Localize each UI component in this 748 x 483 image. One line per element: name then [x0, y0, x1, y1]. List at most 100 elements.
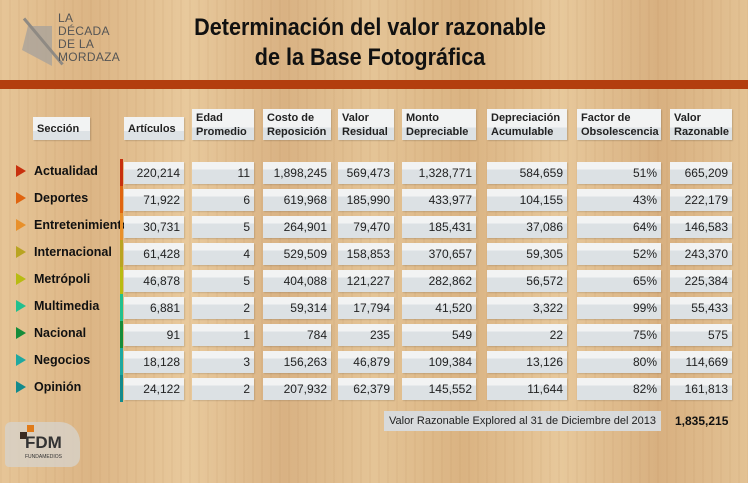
cell-depreciacion: 59,305: [487, 243, 567, 265]
table-row: Nacional 91 1 784 235 549 22 75% 575: [0, 321, 748, 348]
cell-costo: 59,314: [263, 297, 331, 319]
cell-residual: 185,990: [338, 189, 394, 211]
cell-monto: 109,384: [402, 351, 476, 373]
fdm-subtext: FUNDAMEDIOS: [25, 454, 62, 460]
cell-depreciacion: 13,126: [487, 351, 567, 373]
cell-edad: 3: [192, 351, 254, 373]
section-name: Actualidad: [34, 164, 98, 178]
cell-edad: 11: [192, 162, 254, 184]
table-row: Deportes 71,922 6 619,968 185,990 433,977 104,…: [0, 186, 748, 213]
total-value: 1,835,215: [675, 414, 729, 428]
section-label: Metrópoli: [16, 272, 90, 286]
header-label: Sección: [37, 123, 80, 135]
cell-depreciacion: 104,155: [487, 189, 567, 211]
cell-factor: 82%: [577, 378, 661, 400]
triangle-bullet-icon: [16, 219, 26, 231]
header-label: Artículos: [128, 123, 176, 135]
section-name: Multimedia: [34, 299, 100, 313]
color-bar: [120, 267, 123, 294]
color-bar: [120, 348, 123, 375]
section-label: Entretenimiento: [16, 218, 129, 232]
cell-factor: 99%: [577, 297, 661, 319]
cell-residual: 46,879: [338, 351, 394, 373]
header-label: Promedio: [196, 126, 247, 138]
divider-stripe: [0, 80, 748, 89]
section-label: Opinión: [16, 380, 81, 394]
cell-razonable: 225,384: [670, 270, 732, 292]
cell-articulos: 18,128: [124, 351, 184, 373]
cell-costo: 1,898,245: [263, 162, 331, 184]
header-razonable: Valor Razonable: [670, 109, 732, 140]
logo-line: DE LA: [58, 37, 95, 51]
cell-razonable: 665,209: [670, 162, 732, 184]
cell-residual: 62,379: [338, 378, 394, 400]
header-depreciacion: Depreciación Acumulable: [487, 109, 567, 140]
section-name: Deportes: [34, 191, 89, 205]
color-bar: [120, 321, 123, 348]
cell-articulos: 24,122: [124, 378, 184, 400]
cell-factor: 80%: [577, 351, 661, 373]
cell-razonable: 161,813: [670, 378, 732, 400]
cell-depreciacion: 22: [487, 324, 567, 346]
cell-articulos: 6,881: [124, 297, 184, 319]
table-row: Opinión 24,122 2 207,932 62,379 145,552 11,644…: [0, 375, 748, 402]
color-bar: [120, 186, 123, 213]
header-label: Valor: [342, 112, 369, 124]
cell-costo: 784: [263, 324, 331, 346]
header-factor: Factor de Obsolescencia: [577, 109, 661, 140]
color-bar: [120, 240, 123, 267]
header-label: Depreciable: [406, 126, 469, 138]
header-articulos: Artículos: [124, 117, 184, 140]
cell-razonable: 575: [670, 324, 732, 346]
section-label: Actualidad: [16, 164, 98, 178]
title-line-1: Determinación del valor razonable: [194, 14, 546, 41]
cell-razonable: 222,179: [670, 189, 732, 211]
triangle-bullet-icon: [16, 273, 26, 285]
cell-residual: 17,794: [338, 297, 394, 319]
section-name: Internacional: [34, 245, 112, 259]
fundamedios-logo: FDM FUNDAMEDIOS: [5, 420, 80, 470]
cell-costo: 404,088: [263, 270, 331, 292]
cell-monto: 145,552: [402, 378, 476, 400]
cell-monto: 549: [402, 324, 476, 346]
cell-residual: 158,853: [338, 243, 394, 265]
header-label: Obsolescencia: [581, 126, 659, 138]
table-row: Actualidad 220,214 11 1,898,245 569,473 1,328…: [0, 159, 748, 186]
section-label: Negocios: [16, 353, 90, 367]
cell-edad: 5: [192, 270, 254, 292]
header-residual: Valor Residual: [338, 109, 394, 140]
cell-factor: 64%: [577, 216, 661, 238]
cell-costo: 207,932: [263, 378, 331, 400]
cell-residual: 79,470: [338, 216, 394, 238]
cell-factor: 43%: [577, 189, 661, 211]
cell-costo: 264,901: [263, 216, 331, 238]
cell-depreciacion: 11,644: [487, 378, 567, 400]
cell-residual: 569,473: [338, 162, 394, 184]
section-name: Entretenimiento: [34, 218, 130, 232]
cell-depreciacion: 37,086: [487, 216, 567, 238]
triangle-bullet-icon: [16, 300, 26, 312]
header-edad: Edad Promedio: [192, 109, 254, 140]
cell-razonable: 243,370: [670, 243, 732, 265]
cell-articulos: 91: [124, 324, 184, 346]
cell-edad: 2: [192, 378, 254, 400]
table-row: Entretenimiento 30,731 5 264,901 79,470 185,4…: [0, 213, 748, 240]
cell-edad: 6: [192, 189, 254, 211]
cell-costo: 529,509: [263, 243, 331, 265]
cell-monto: 41,520: [402, 297, 476, 319]
table-row: Negocios 18,128 3 156,263 46,879 109,384 13,12…: [0, 348, 748, 375]
cell-edad: 1: [192, 324, 254, 346]
header-label: Monto: [406, 112, 439, 124]
cell-costo: 619,968: [263, 189, 331, 211]
cell-edad: 5: [192, 216, 254, 238]
cell-factor: 65%: [577, 270, 661, 292]
color-bar: [120, 159, 123, 186]
cell-factor: 75%: [577, 324, 661, 346]
cell-razonable: 55,433: [670, 297, 732, 319]
color-bar: [120, 213, 123, 240]
header-seccion: Sección: [33, 117, 90, 140]
cell-articulos: 71,922: [124, 189, 184, 211]
cell-articulos: 61,428: [124, 243, 184, 265]
fdm-text: FDM: [25, 433, 62, 452]
page-title: Determinación del valor razonable de la …: [172, 13, 568, 73]
